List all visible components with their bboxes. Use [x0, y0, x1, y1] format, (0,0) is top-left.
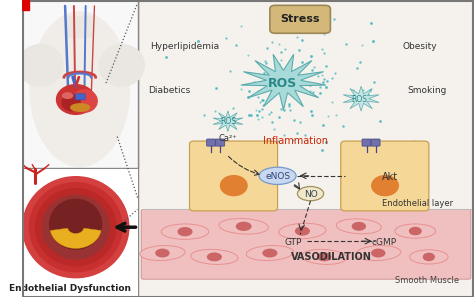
FancyBboxPatch shape [207, 139, 216, 146]
Ellipse shape [42, 195, 109, 259]
Text: Diabetics: Diabetics [148, 86, 191, 95]
Ellipse shape [220, 175, 248, 196]
Text: Stress: Stress [281, 14, 320, 24]
Ellipse shape [298, 187, 324, 201]
Bar [22, 0, 29, 10]
Ellipse shape [246, 246, 293, 260]
Text: cGMP: cGMP [371, 238, 396, 247]
Polygon shape [50, 228, 101, 248]
Text: Hyperlipidemia: Hyperlipidemia [150, 42, 219, 50]
Ellipse shape [155, 249, 170, 257]
Ellipse shape [191, 249, 238, 264]
Text: ROS: ROS [351, 95, 367, 104]
Text: Smooth Muscle: Smooth Muscle [394, 276, 459, 285]
Ellipse shape [395, 224, 436, 238]
Ellipse shape [371, 175, 399, 196]
Ellipse shape [337, 219, 382, 234]
Ellipse shape [29, 183, 122, 272]
Ellipse shape [207, 252, 222, 261]
FancyBboxPatch shape [137, 0, 474, 297]
FancyBboxPatch shape [22, 169, 137, 297]
Ellipse shape [236, 222, 252, 231]
Ellipse shape [18, 45, 63, 86]
Text: ROS: ROS [220, 117, 236, 126]
Text: eNOS: eNOS [265, 172, 290, 181]
Ellipse shape [63, 93, 73, 98]
Ellipse shape [161, 224, 209, 239]
Ellipse shape [36, 189, 116, 266]
Text: Obesity: Obesity [402, 42, 437, 50]
Text: Endothelial Dysfunction: Endothelial Dysfunction [9, 284, 131, 293]
Ellipse shape [99, 45, 145, 86]
Ellipse shape [356, 246, 401, 260]
FancyBboxPatch shape [68, 16, 92, 37]
Ellipse shape [23, 177, 129, 278]
Ellipse shape [140, 246, 185, 260]
Ellipse shape [50, 199, 102, 249]
Text: Smoking: Smoking [407, 86, 447, 95]
Ellipse shape [352, 222, 366, 231]
Ellipse shape [30, 12, 129, 166]
Ellipse shape [409, 227, 422, 235]
Ellipse shape [295, 226, 310, 236]
FancyBboxPatch shape [270, 5, 330, 33]
FancyBboxPatch shape [141, 209, 471, 279]
Polygon shape [241, 54, 326, 110]
FancyBboxPatch shape [362, 139, 371, 146]
FancyBboxPatch shape [22, 0, 137, 168]
Ellipse shape [71, 104, 90, 111]
Ellipse shape [371, 249, 385, 257]
Text: ROS: ROS [267, 77, 297, 90]
Ellipse shape [279, 223, 326, 239]
Ellipse shape [219, 219, 268, 234]
Text: Akt: Akt [383, 172, 399, 182]
Ellipse shape [73, 90, 97, 112]
Ellipse shape [301, 249, 346, 264]
Ellipse shape [423, 253, 435, 261]
Text: GTP: GTP [285, 238, 302, 247]
Text: NO: NO [304, 190, 318, 199]
Text: Ca²⁺: Ca²⁺ [219, 134, 237, 143]
Ellipse shape [259, 167, 296, 184]
Text: Inflammation: Inflammation [263, 136, 328, 146]
Ellipse shape [262, 249, 277, 257]
Ellipse shape [177, 227, 192, 236]
Text: Endothelial layer: Endothelial layer [382, 199, 453, 208]
FancyBboxPatch shape [341, 141, 429, 211]
FancyBboxPatch shape [190, 141, 278, 211]
Ellipse shape [317, 252, 331, 261]
Text: VASODILATION: VASODILATION [292, 252, 372, 262]
Polygon shape [343, 86, 379, 111]
FancyBboxPatch shape [371, 139, 380, 146]
FancyBboxPatch shape [216, 139, 225, 146]
Ellipse shape [56, 85, 95, 114]
Ellipse shape [410, 250, 448, 264]
FancyBboxPatch shape [75, 94, 85, 100]
Polygon shape [213, 111, 243, 132]
Ellipse shape [62, 94, 80, 111]
